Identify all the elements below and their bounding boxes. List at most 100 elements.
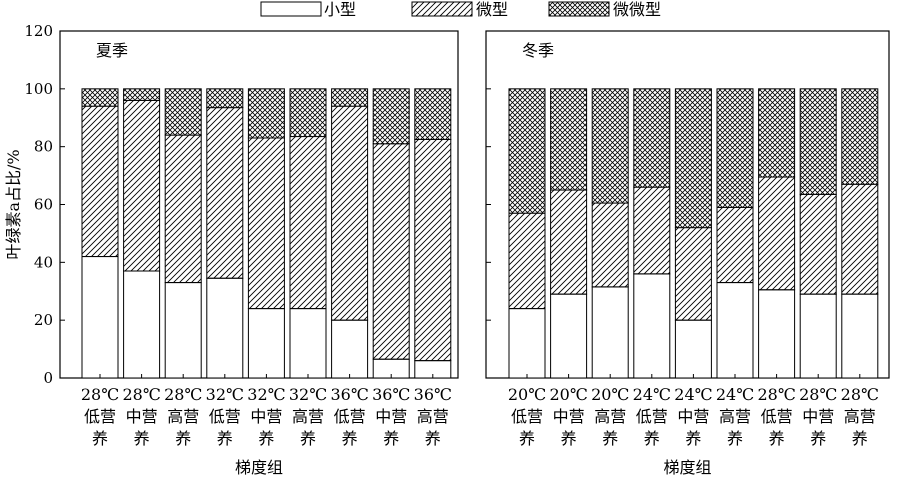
panel-2: 冬季 20℃ 低营养 20℃ 中营养 20℃ 高营养 24℃ 低营养 24℃ 中营养 24℃ 高营养 28… (485, 30, 890, 477)
bar-segment-pico-1 (81, 88, 119, 107)
bar-segment-micro-9 (414, 138, 452, 362)
x-tick-label-line-2: 高营 (844, 407, 876, 426)
x-tick-label-line-1: 24℃ (674, 385, 712, 404)
x-tick-label-line-1: 20℃ (549, 385, 587, 404)
x-tick-label-line-2: 高营 (292, 407, 324, 426)
bar-segment-pico-9 (841, 88, 879, 185)
x-tick-label-line-2: 中营 (802, 407, 834, 426)
bar-segment-micro-5 (247, 137, 285, 310)
chart-panels: 叶绿素a占比/% 0 20 40 60 80 100 120 夏季 28℃ 低营养 28℃ 中营养 28℃… (4, 22, 890, 477)
x-tick-label-line-2: 高营 (719, 407, 751, 426)
bar-segment-small-9 (841, 293, 879, 379)
x-tick-label-line-3: 养 (175, 429, 191, 448)
bar-segment-small-7 (331, 319, 369, 379)
y-tick-label: 0 (43, 369, 53, 387)
x-tick-label-line-3: 养 (425, 429, 441, 448)
bar-segment-pico-8 (372, 88, 410, 145)
x-tick-label-line-1: 36℃ (414, 385, 452, 404)
bar-segment-micro-1 (81, 105, 119, 258)
bar-segment-micro-3 (164, 134, 202, 284)
x-tick-label-line-3: 养 (519, 429, 535, 448)
panel-1: 0 20 40 60 80 100 120 夏季 28℃ 低营养 28℃ 中营养 28℃ 高营养 32℃ 低营… (24, 22, 459, 477)
bar-segment-micro-9 (841, 183, 879, 295)
y-tick-label: 120 (24, 22, 53, 40)
x-tick-label-line-3: 养 (685, 429, 701, 448)
x-axis-label: 梯度组 (663, 458, 711, 477)
x-tick-label-line-2: 低营 (761, 407, 793, 426)
x-tick-label-line-2: 中营 (375, 407, 407, 426)
bar-segment-pico-4 (633, 88, 671, 188)
bar-segment-pico-2 (123, 88, 161, 101)
bar-segment-small-1 (508, 308, 546, 379)
legend-swatch-1 (260, 1, 322, 17)
bar-segment-pico-5 (674, 88, 712, 229)
y-axis-label: 叶绿素a占比/% (4, 149, 23, 259)
bar-segment-micro-5 (674, 227, 712, 321)
bar-segment-pico-6 (716, 88, 754, 208)
y-tick-label: 40 (34, 253, 53, 271)
x-tick-label-line-1: 32℃ (206, 385, 244, 404)
legend-swatch-2 (411, 1, 473, 17)
x-tick-label-line-1: 28℃ (122, 385, 160, 404)
bar-segment-small-5 (674, 319, 712, 379)
bar-segment-micro-1 (508, 212, 546, 310)
bar-segment-small-4 (206, 277, 244, 379)
panel-title: 夏季 (96, 41, 128, 60)
x-tick-label-line-1: 28℃ (799, 385, 837, 404)
x-tick-label-line-1: 20℃ (591, 385, 629, 404)
x-tick-label-line-3: 养 (92, 429, 108, 448)
bar-segment-micro-4 (206, 107, 244, 279)
x-tick-label-line-2: 中营 (677, 407, 709, 426)
bar-segment-micro-6 (716, 206, 754, 284)
x-tick-label-line-2: 低营 (209, 407, 241, 426)
x-axis-label: 梯度组 (235, 458, 283, 477)
bar-segment-pico-1 (508, 88, 546, 214)
bar-segment-pico-4 (206, 88, 244, 109)
y-tick-label: 20 (34, 311, 53, 329)
bar-segment-micro-8 (372, 143, 410, 360)
x-tick-label-line-2: 高营 (167, 407, 199, 426)
x-tick-label-line-1: 24℃ (633, 385, 671, 404)
bar-segment-pico-6 (289, 88, 327, 138)
bar-segment-small-3 (164, 282, 202, 379)
x-tick-label-line-1: 36℃ (330, 385, 368, 404)
legend-label-2: 微型 (476, 0, 508, 19)
bar-segment-small-4 (633, 273, 671, 379)
bar-segment-small-6 (716, 282, 754, 379)
bar-segment-pico-5 (247, 88, 285, 139)
panel-title: 冬季 (522, 41, 554, 60)
legend-label-3: 微微型 (613, 0, 661, 19)
bar-segment-pico-3 (591, 88, 629, 204)
legend-label-1: 小型 (324, 0, 356, 19)
x-tick-label-line-3: 养 (217, 429, 233, 448)
x-tick-label-line-2: 低营 (334, 407, 366, 426)
x-tick-label-line-1: 28℃ (841, 385, 879, 404)
x-tick-label-line-3: 养 (727, 429, 743, 448)
x-tick-label-line-2: 中营 (126, 407, 158, 426)
x-tick-label-line-3: 养 (602, 429, 618, 448)
bar-segment-pico-7 (331, 88, 369, 107)
x-tick-label-line-3: 养 (644, 429, 660, 448)
x-tick-label-line-3: 养 (342, 429, 358, 448)
bar-segment-small-3 (591, 286, 629, 379)
bar-segment-small-2 (550, 293, 588, 379)
bar-segment-small-5 (247, 308, 285, 379)
x-tick-label-line-1: 36℃ (372, 385, 410, 404)
x-tick-label-line-3: 养 (134, 429, 150, 448)
y-tick-label: 100 (24, 80, 53, 98)
bar-segment-small-2 (123, 270, 161, 379)
legend-swatch-3 (548, 1, 610, 17)
bar-segment-small-7 (758, 289, 796, 379)
x-tick-label-line-1: 20℃ (508, 385, 546, 404)
bar-segment-micro-7 (758, 176, 796, 291)
y-tick-label: 80 (34, 138, 53, 156)
bar-segment-micro-4 (633, 186, 671, 275)
x-tick-label-line-2: 高营 (594, 407, 626, 426)
bar-segment-pico-9 (414, 88, 452, 140)
bar-segment-small-1 (81, 256, 119, 379)
bar-segment-small-8 (799, 293, 837, 379)
bar-segment-micro-8 (799, 193, 837, 295)
x-tick-label-line-3: 养 (769, 429, 785, 448)
x-tick-label-line-1: 28℃ (757, 385, 795, 404)
